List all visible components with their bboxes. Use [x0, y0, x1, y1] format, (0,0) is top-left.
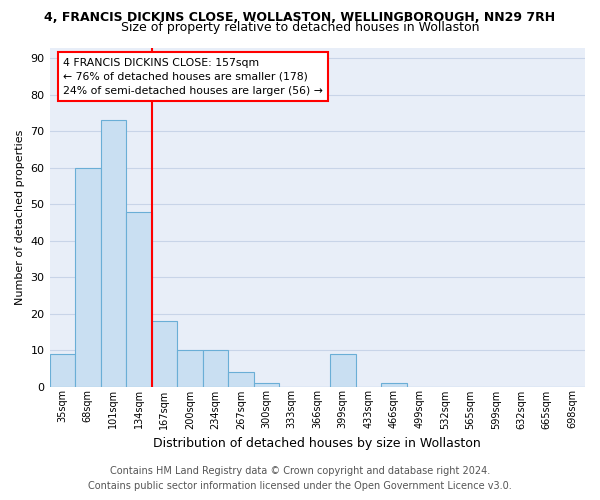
- Bar: [381, 383, 407, 386]
- Text: Size of property relative to detached houses in Wollaston: Size of property relative to detached ho…: [121, 22, 479, 35]
- Bar: [126, 212, 152, 386]
- Bar: [228, 372, 254, 386]
- Text: Contains HM Land Registry data © Crown copyright and database right 2024.
Contai: Contains HM Land Registry data © Crown c…: [88, 466, 512, 491]
- Bar: [330, 354, 356, 386]
- Bar: [152, 321, 177, 386]
- Text: 4, FRANCIS DICKINS CLOSE, WOLLASTON, WELLINGBOROUGH, NN29 7RH: 4, FRANCIS DICKINS CLOSE, WOLLASTON, WEL…: [44, 11, 556, 24]
- Y-axis label: Number of detached properties: Number of detached properties: [15, 130, 25, 304]
- Bar: [203, 350, 228, 387]
- Bar: [254, 383, 279, 386]
- Bar: [50, 354, 75, 386]
- X-axis label: Distribution of detached houses by size in Wollaston: Distribution of detached houses by size …: [154, 437, 481, 450]
- Text: 4 FRANCIS DICKINS CLOSE: 157sqm
← 76% of detached houses are smaller (178)
24% o: 4 FRANCIS DICKINS CLOSE: 157sqm ← 76% of…: [63, 58, 323, 96]
- Bar: [177, 350, 203, 387]
- Bar: [101, 120, 126, 386]
- Bar: [75, 168, 101, 386]
